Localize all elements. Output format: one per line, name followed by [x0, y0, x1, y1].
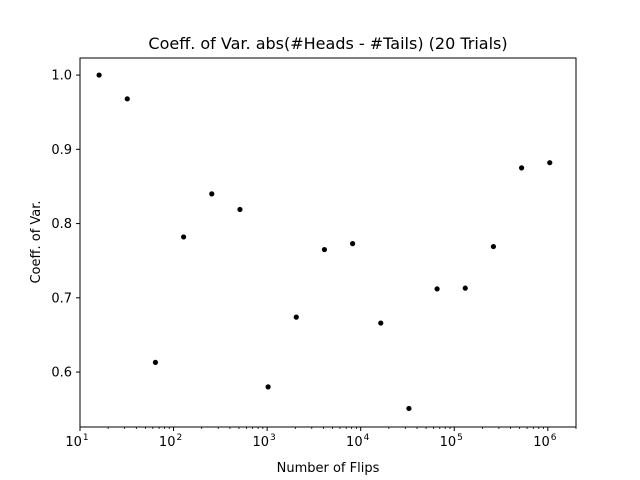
plot-background	[80, 58, 576, 427]
data-point	[265, 384, 271, 390]
data-point	[152, 359, 159, 366]
plot-area	[79, 57, 577, 428]
y-tick-label: 0.8	[51, 217, 72, 232]
x-tick-label: 104	[346, 433, 370, 450]
data-point	[518, 165, 525, 171]
data-point	[237, 206, 243, 213]
x-tick-label: 102	[159, 433, 182, 450]
plot-frame	[79, 57, 577, 428]
data-point	[490, 243, 497, 250]
data-point	[462, 285, 468, 291]
y-tick-label: 0.6	[51, 366, 72, 381]
y-tick-label: 0.7	[51, 291, 72, 306]
data-point	[547, 160, 553, 166]
x-tick-label: 103	[252, 433, 275, 450]
chart-title: Coeff. of Var. abs(#Heads - #Tails) (20 …	[148, 34, 507, 53]
data-point	[124, 96, 130, 102]
x-tick-label: 105	[440, 433, 463, 450]
data-point	[180, 234, 187, 240]
x-axis-label: Number of Flips	[277, 461, 380, 476]
data-point	[209, 191, 215, 197]
data-point	[406, 405, 412, 412]
y-tick-label: 1.0	[51, 69, 72, 84]
x-axis: 101 102 103 104 105 106	[65, 427, 577, 450]
data-point	[378, 320, 384, 326]
data-point	[321, 246, 328, 253]
x-tick-label: 101	[65, 433, 88, 450]
x-tick-label: 106	[533, 433, 557, 450]
data-points	[96, 72, 553, 412]
y-tick-label: 0.9	[51, 143, 72, 158]
data-point	[434, 286, 440, 292]
data-point	[349, 241, 356, 247]
data-point	[293, 314, 299, 320]
data-point	[96, 72, 102, 78]
y-axis-label: Coeff. of Var.	[29, 200, 44, 283]
y-axis: 0.6 0.7 0.8 0.9 1.0	[51, 69, 80, 381]
